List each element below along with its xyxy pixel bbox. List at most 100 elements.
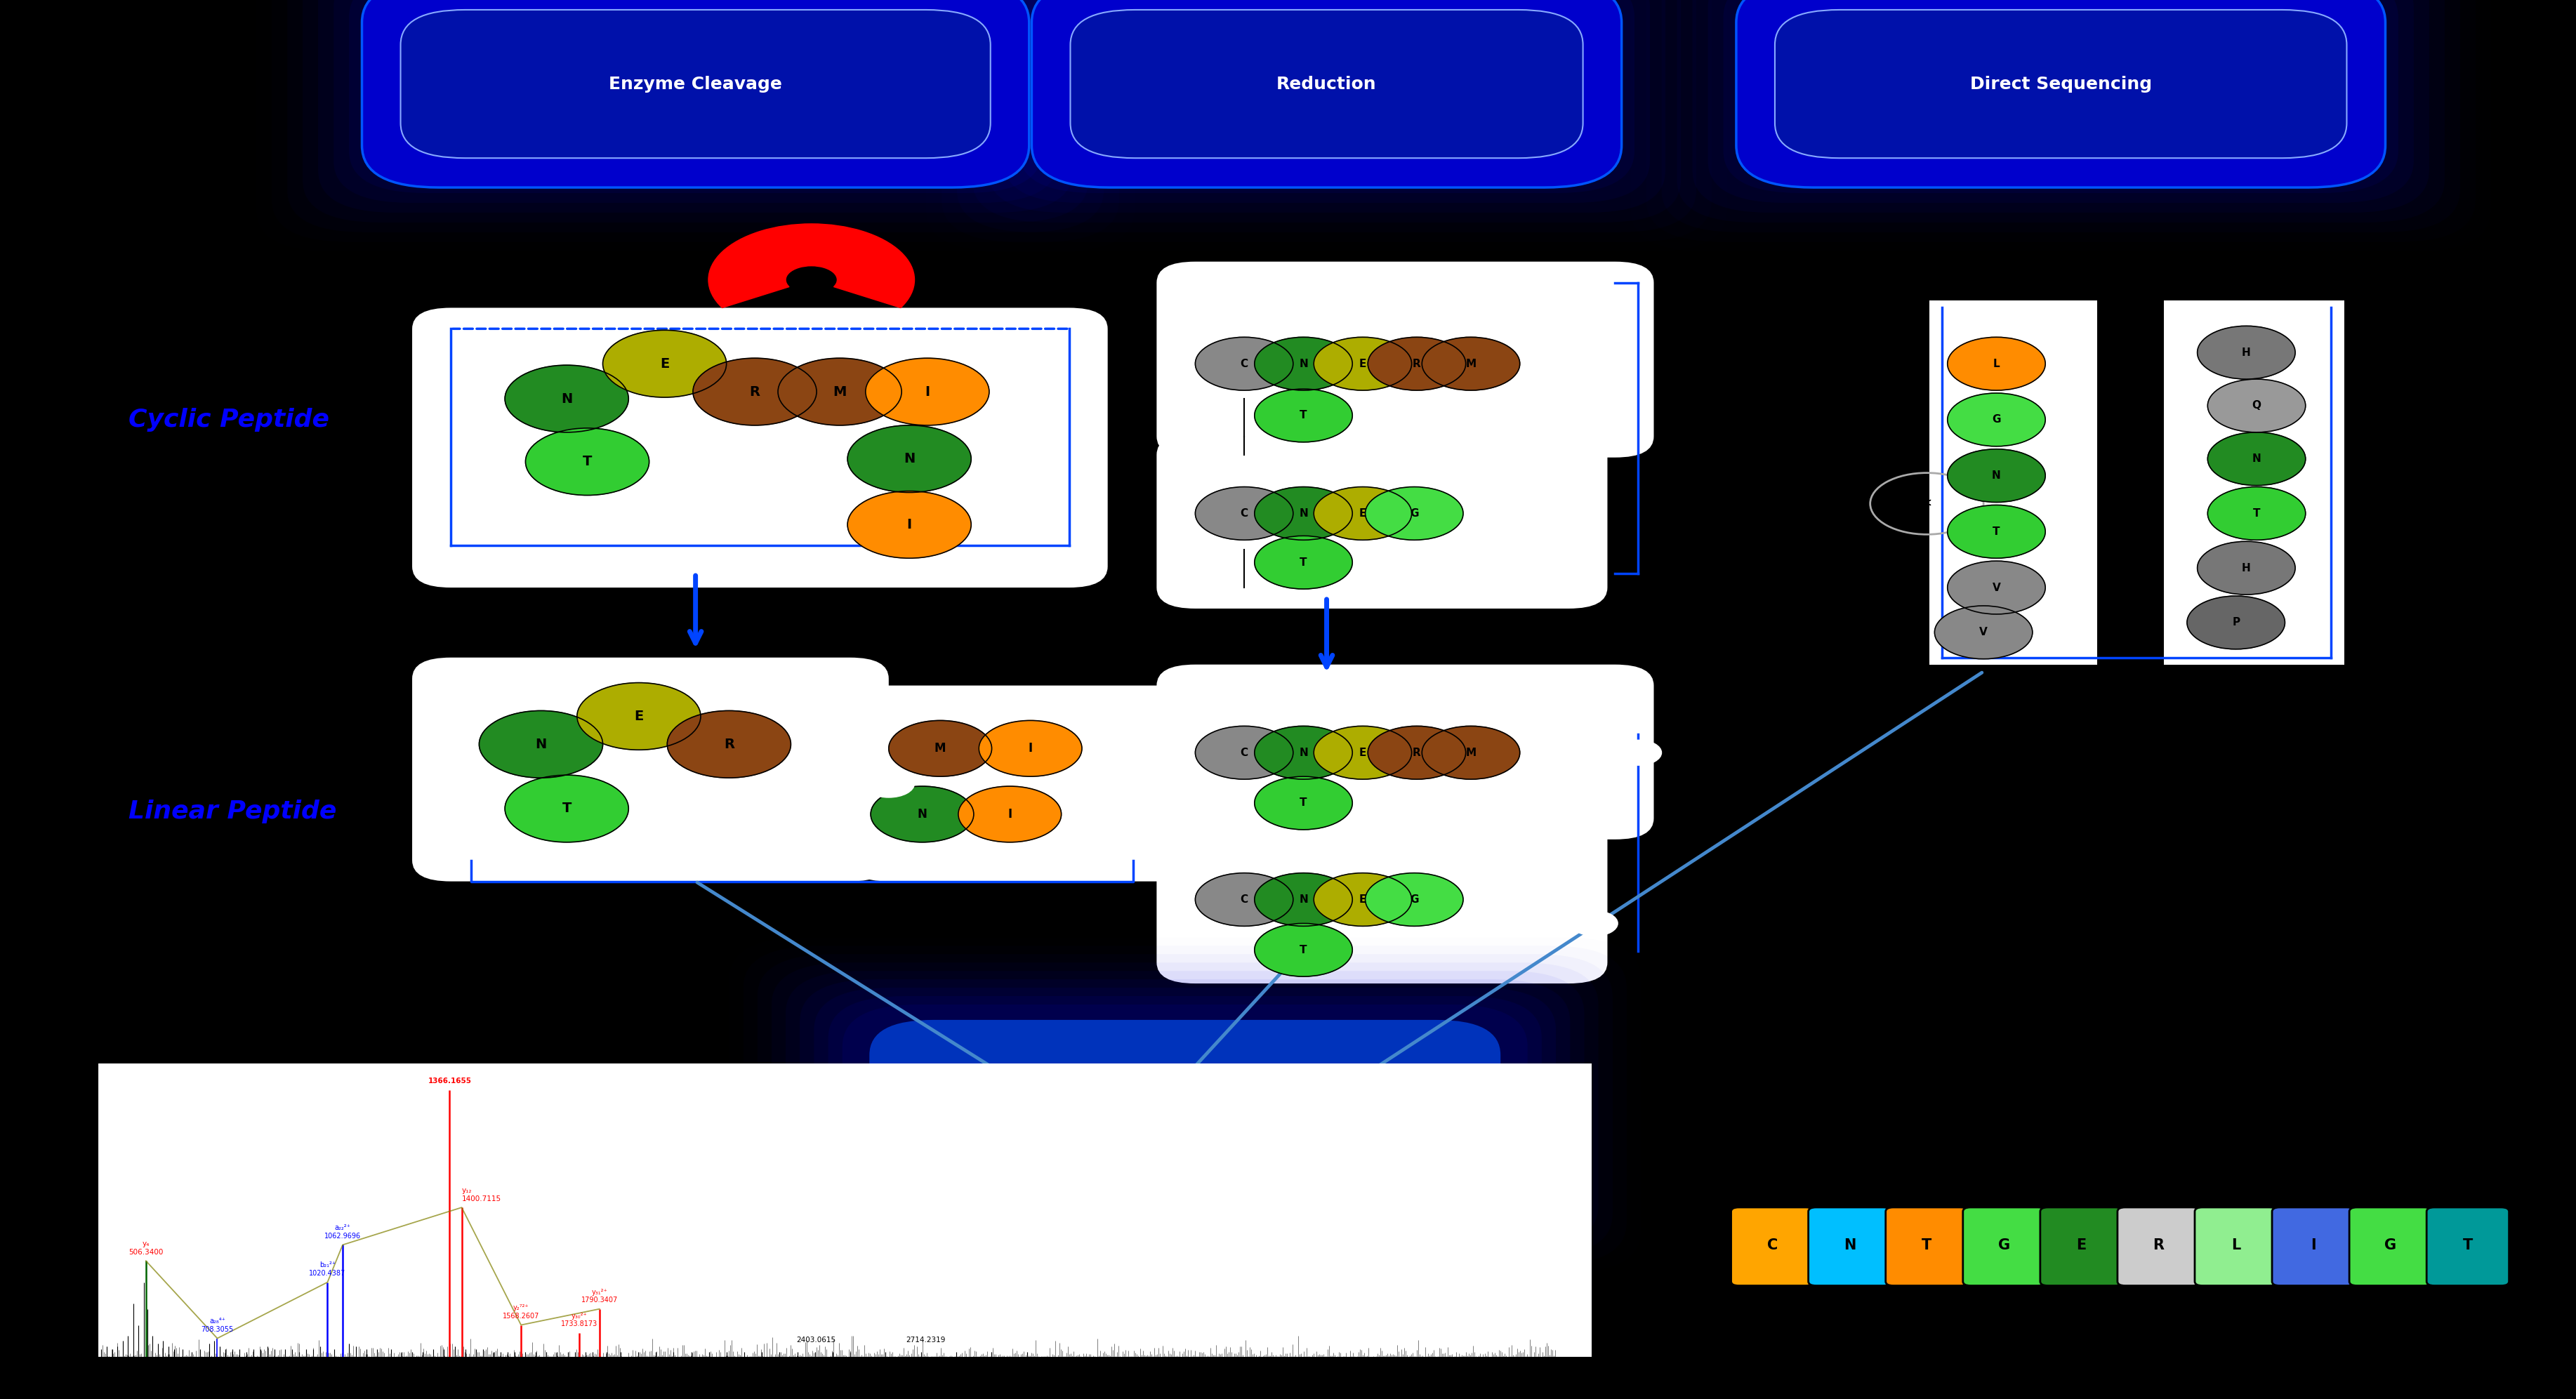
Text: N: N (1844, 1238, 1855, 1252)
Circle shape (577, 683, 701, 750)
Circle shape (1365, 487, 1463, 540)
Text: H: H (2241, 562, 2251, 574)
Text: T: T (582, 455, 592, 469)
Circle shape (778, 358, 902, 425)
Circle shape (693, 358, 817, 425)
Text: C: C (1239, 894, 1249, 905)
Text: E: E (1360, 894, 1365, 905)
FancyBboxPatch shape (1030, 0, 1623, 187)
Text: E: E (1360, 747, 1365, 758)
Circle shape (1947, 449, 2045, 502)
Circle shape (526, 428, 649, 495)
Text: R: R (2154, 1238, 2164, 1252)
Text: M: M (832, 385, 848, 399)
Text: N: N (2251, 453, 2262, 464)
Text: V: V (1991, 582, 2002, 593)
Circle shape (871, 786, 974, 842)
Circle shape (866, 358, 989, 425)
Circle shape (1314, 726, 1412, 779)
Circle shape (1255, 536, 1352, 589)
Text: N: N (1991, 470, 2002, 481)
Circle shape (1195, 487, 1293, 540)
Text: 2403.0615: 2403.0615 (796, 1336, 835, 1343)
Text: 1366.1655: 1366.1655 (428, 1077, 471, 1084)
Text: T: T (1301, 557, 1306, 568)
Circle shape (1255, 726, 1352, 779)
Text: L: L (2231, 1238, 2241, 1252)
Text: MS/MS Sequencing: MS/MS Sequencing (1074, 1095, 1296, 1115)
Text: G: G (1991, 414, 2002, 425)
Text: T: T (1301, 944, 1306, 956)
Text: I: I (1007, 807, 1012, 821)
Circle shape (958, 786, 1061, 842)
Circle shape (1255, 923, 1352, 977)
Text: G: G (1409, 508, 1419, 519)
FancyBboxPatch shape (1775, 10, 2347, 158)
Circle shape (1368, 337, 1466, 390)
Text: N: N (1298, 747, 1309, 758)
Y-axis label: Relative Abundance: Relative Abundance (62, 1164, 70, 1256)
Text: E: E (1360, 508, 1365, 519)
FancyBboxPatch shape (1157, 434, 1607, 609)
Text: R: R (1412, 358, 1422, 369)
Text: y₃₁²⁺
1790.3407: y₃₁²⁺ 1790.3407 (582, 1288, 618, 1304)
Text: N: N (1298, 894, 1309, 905)
Circle shape (1195, 337, 1293, 390)
Text: R: R (724, 737, 734, 751)
Circle shape (848, 425, 971, 492)
FancyBboxPatch shape (850, 686, 1198, 881)
Text: Direct Sequencing: Direct Sequencing (1971, 76, 2151, 92)
FancyBboxPatch shape (1018, 0, 1633, 193)
Text: M: M (1466, 358, 1476, 369)
Text: M: M (1466, 747, 1476, 758)
Circle shape (1314, 337, 1412, 390)
Circle shape (1947, 505, 2045, 558)
Text: Cyclic Peptide: Cyclic Peptide (129, 407, 330, 432)
Text: Linear Peptide: Linear Peptide (129, 799, 337, 824)
Text: C: C (1239, 508, 1249, 519)
Circle shape (1422, 337, 1520, 390)
Text: T: T (1301, 797, 1306, 809)
FancyBboxPatch shape (335, 0, 1059, 203)
Text: T: T (2254, 508, 2259, 519)
FancyBboxPatch shape (412, 308, 1108, 588)
Text: Q: Q (2251, 400, 2262, 411)
Text: H: H (2241, 347, 2251, 358)
Circle shape (505, 365, 629, 432)
Text: 2714.2319: 2714.2319 (907, 1336, 945, 1343)
Text: E: E (634, 709, 644, 723)
Circle shape (667, 711, 791, 778)
Text: T: T (1994, 526, 1999, 537)
Text: T: T (1922, 1238, 1932, 1252)
Text: I: I (907, 518, 912, 532)
Text: C: C (1239, 358, 1249, 369)
Text: y₄
506.3400: y₄ 506.3400 (129, 1241, 162, 1255)
Text: E: E (2076, 1238, 2087, 1252)
Circle shape (2208, 487, 2306, 540)
Circle shape (1255, 873, 1352, 926)
Circle shape (1368, 726, 1466, 779)
Circle shape (863, 769, 914, 797)
FancyBboxPatch shape (1886, 1207, 1968, 1286)
Circle shape (1255, 337, 1352, 390)
Circle shape (889, 720, 992, 776)
Circle shape (1195, 873, 1293, 926)
FancyBboxPatch shape (2117, 1207, 2200, 1286)
Text: N: N (904, 452, 914, 466)
Text: G: G (1999, 1238, 2009, 1252)
FancyBboxPatch shape (1963, 1207, 2045, 1286)
Circle shape (1935, 606, 2032, 659)
Text: I: I (2311, 1238, 2316, 1252)
Text: b₂₁²⁺
1020.4387: b₂₁²⁺ 1020.4387 (309, 1262, 345, 1277)
FancyBboxPatch shape (829, 996, 1543, 1214)
Text: P: P (2231, 617, 2241, 628)
X-axis label: m/z: m/z (835, 1377, 855, 1389)
FancyBboxPatch shape (1929, 301, 2097, 665)
Text: N: N (1298, 508, 1309, 519)
Text: T: T (1301, 410, 1306, 421)
Text: y₂⁷²⁺
1568.2607: y₂⁷²⁺ 1568.2607 (502, 1304, 538, 1319)
FancyBboxPatch shape (1739, 0, 2383, 183)
Circle shape (479, 711, 603, 778)
FancyBboxPatch shape (2427, 1207, 2509, 1286)
FancyBboxPatch shape (2195, 1207, 2277, 1286)
